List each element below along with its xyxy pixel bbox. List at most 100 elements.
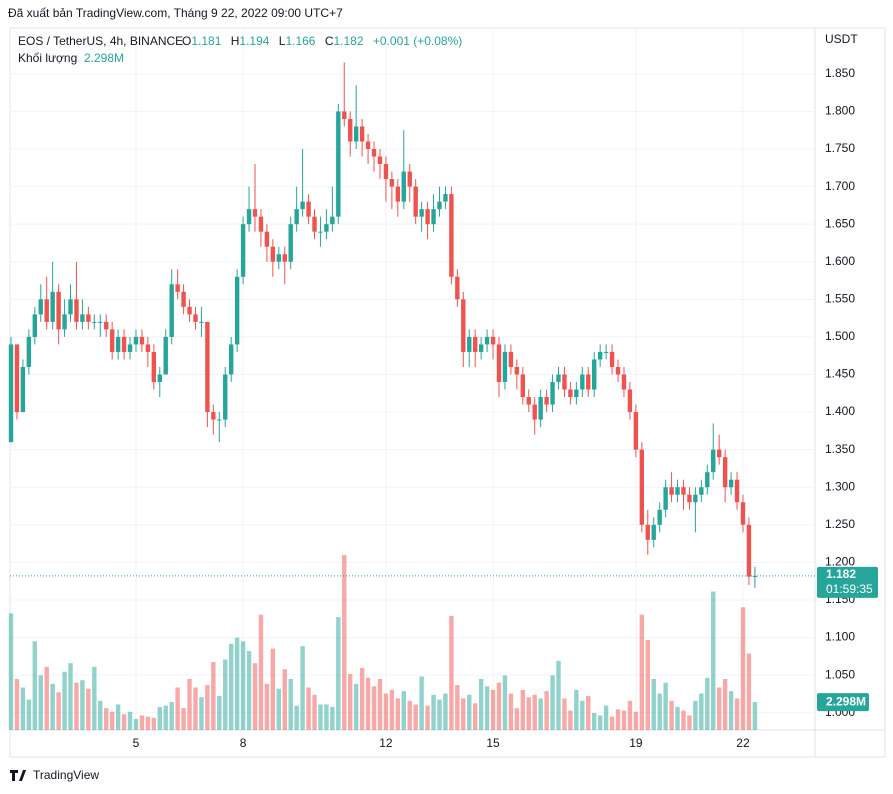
candle-body [258, 216, 264, 232]
candle-body [425, 209, 430, 225]
volume-bar [711, 591, 716, 730]
candle-body [490, 336, 496, 345]
candle-body [8, 344, 14, 443]
volume-bar [336, 617, 341, 730]
candle-body [461, 299, 466, 352]
y-tick-label: 1.450 [825, 367, 855, 381]
volume-bar [472, 703, 478, 730]
candle-body [217, 419, 222, 421]
candle-body [300, 201, 305, 210]
volume-bar [431, 694, 436, 730]
volume-bar [681, 710, 686, 730]
y-tick-label: 1.850 [825, 66, 855, 80]
candle-body [157, 374, 162, 383]
volume-bar [365, 677, 371, 730]
volume-bar [484, 686, 490, 730]
volume-bar [520, 689, 525, 730]
candle-body [294, 209, 299, 225]
volume-bar [496, 682, 502, 730]
volume-bar [502, 675, 508, 730]
candle-body [633, 412, 639, 450]
volume-bar [32, 641, 38, 730]
candle-body [348, 118, 353, 142]
candle-body [288, 224, 293, 262]
volume-bar [175, 687, 180, 730]
price-tag-value: 1.182 [826, 567, 856, 581]
candle-body [353, 126, 359, 142]
volume-bar [80, 680, 85, 730]
volume-bar [68, 663, 73, 730]
candle-body [371, 149, 377, 157]
volume-bar [621, 710, 627, 730]
volume-bar [56, 692, 61, 730]
y-tick-label: 1.250 [825, 517, 855, 531]
volume-bar [383, 693, 389, 730]
candle-body [603, 351, 609, 353]
volume-bar [461, 698, 466, 730]
volume-tag [817, 693, 869, 712]
x-tick-label: 22 [736, 736, 750, 750]
candle-body [109, 329, 115, 352]
candle-body [580, 374, 585, 390]
volume-bar [395, 698, 401, 730]
candle-body [746, 524, 752, 577]
volume-bar [568, 710, 573, 730]
volume-bar [538, 698, 543, 730]
candle-body [514, 366, 520, 375]
candle-body [651, 524, 656, 540]
open-value: 1.181 [191, 34, 221, 48]
candle-body [32, 314, 38, 337]
y-tick-label: 1.600 [825, 254, 855, 268]
volume-bar [270, 648, 276, 730]
candle-body [443, 194, 448, 202]
x-tick-label: 5 [133, 736, 140, 750]
candle-body [716, 449, 722, 458]
candle-body [312, 216, 317, 232]
candle-body [151, 351, 157, 383]
volume-bar [342, 555, 347, 730]
volume-bar [639, 614, 645, 730]
volume-bar [163, 705, 168, 730]
volume-bar [74, 682, 79, 730]
volume-bar [514, 708, 520, 730]
volume-bar [627, 700, 633, 730]
volume-bar [353, 683, 359, 730]
candle-body [711, 449, 716, 473]
candle-body [693, 494, 698, 503]
volume-bar [288, 678, 293, 730]
candle-body [92, 321, 97, 323]
volume-bar [211, 661, 216, 730]
volume-bar [324, 704, 329, 730]
change: +0.001 (+0.08%) [373, 34, 462, 48]
candle-body [145, 344, 151, 352]
candle-body [342, 111, 347, 119]
volume-bar [734, 698, 740, 730]
candle-body [38, 299, 43, 315]
candle-body [687, 494, 692, 503]
header: Đã xuất bản TradingView.com, Tháng 9 22,… [8, 6, 343, 20]
currency: USDT [825, 32, 858, 46]
volume-bar [187, 678, 192, 730]
y-tick-label: 1.050 [825, 667, 855, 681]
volume-bar [669, 700, 674, 730]
volume-bar [98, 700, 103, 730]
volume-bar [121, 714, 127, 730]
candle-body [472, 336, 478, 352]
candle-body [699, 487, 704, 495]
y-tick-label: 1.550 [825, 292, 855, 306]
candle-body [544, 397, 549, 405]
volume-bar [371, 686, 377, 730]
volume-bar [217, 695, 222, 730]
candle-body [127, 344, 133, 352]
volume-bar [443, 693, 448, 730]
y-tick-label: 1.500 [825, 329, 855, 343]
candle-body [389, 179, 395, 187]
candle-body [139, 336, 145, 345]
axes: 1.0001.0501.1001.1501.2001.2501.3001.350… [10, 66, 878, 750]
candle-body [449, 194, 454, 277]
candle-body [234, 276, 240, 345]
candle-body [728, 479, 734, 488]
candle-body [187, 306, 192, 315]
